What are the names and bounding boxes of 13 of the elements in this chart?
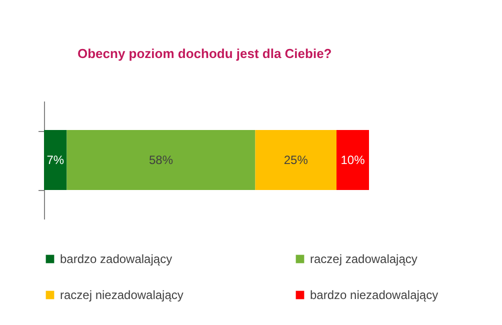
chart-title: Obecny poziom dochodu jest dla Ciebie? bbox=[78, 46, 332, 61]
data-label: 7% bbox=[46, 153, 64, 167]
legend-label: raczej zadowalający bbox=[310, 252, 418, 266]
bar bbox=[255, 130, 336, 190]
data-label: 58% bbox=[148, 153, 174, 167]
legend-label: raczej niezadowalający bbox=[60, 288, 184, 302]
data-label: 25% bbox=[284, 153, 308, 167]
bar bbox=[44, 130, 67, 190]
data-label: 10% bbox=[340, 153, 366, 167]
bar bbox=[336, 130, 369, 190]
bar bbox=[66, 130, 256, 190]
legend-label: bardzo zadowalający bbox=[60, 252, 172, 266]
legend-label: bardzo niezadowalający bbox=[310, 288, 438, 302]
